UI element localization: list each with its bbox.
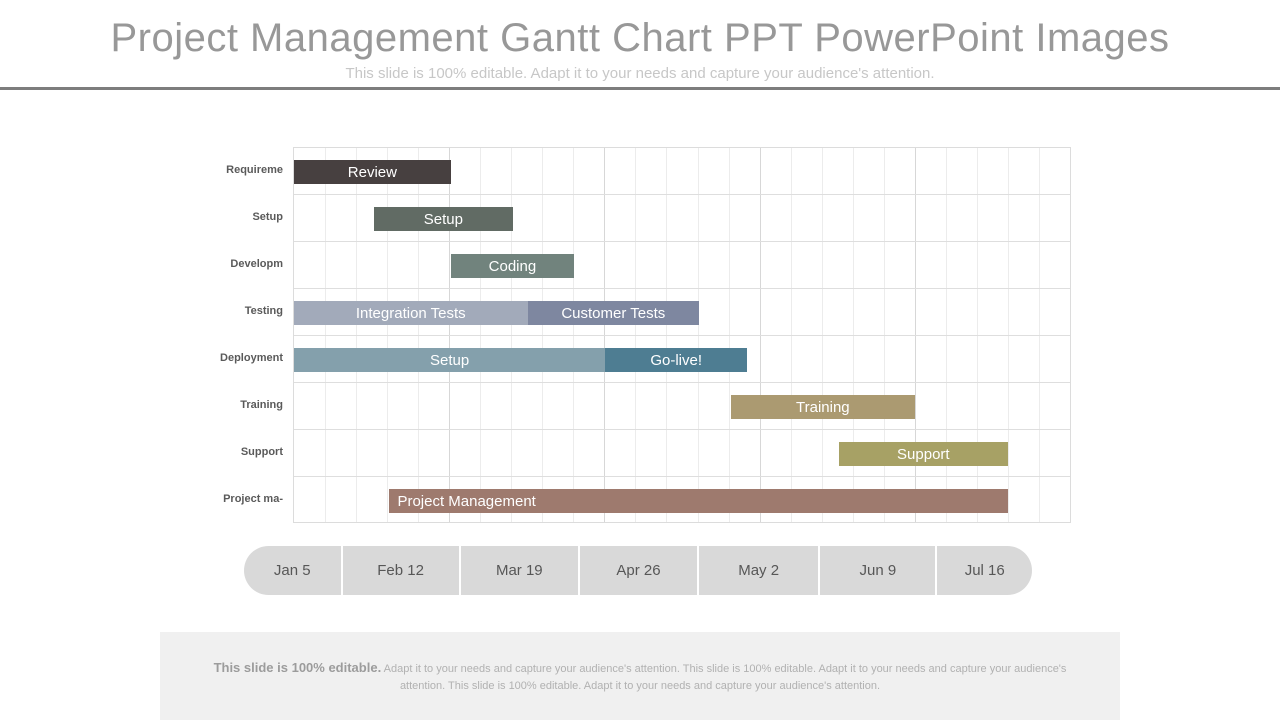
page-subtitle: This slide is 100% editable. Adapt it to… [345, 65, 935, 82]
gantt-row-label: Requireme [226, 164, 283, 176]
gantt-row-label: Training [240, 399, 283, 411]
footer-regular-text: Adapt it to your needs and capture your … [381, 663, 1067, 692]
timeline-label: Apr 26 [616, 562, 661, 579]
gridline-horizontal [294, 382, 1070, 383]
timeline-segment: Apr 26 [580, 546, 700, 595]
gantt-bar-label: Project Management [397, 492, 536, 510]
timeline-label: Jul 16 [964, 562, 1005, 579]
gantt-bar: Project Management [389, 489, 1008, 513]
gantt-bar: Support [838, 442, 1008, 466]
timeline-segment: Jul 16 [937, 546, 1032, 595]
gantt-row-label: Setup [252, 211, 283, 223]
gantt-bar-label: Customer Tests [561, 304, 666, 322]
gantt-bar-label: Setup [429, 351, 470, 369]
timeline-segment: Mar 19 [461, 546, 580, 595]
gantt-row-label: Deployment [220, 352, 283, 364]
footer-bold-text: This slide is 100% editable. [213, 660, 382, 675]
gantt-bar-label: Coding [488, 257, 537, 275]
gantt-bar: Coding [450, 254, 575, 278]
timeline-segment: Jan 5 [244, 546, 343, 595]
page-title: Project Management Gantt Chart PPT Power… [110, 16, 1170, 60]
gantt-row-label: Project ma- [223, 493, 283, 505]
gantt-bar: Setup [373, 207, 513, 231]
gantt-bar: Setup [294, 348, 606, 372]
gantt-bar-label: Review [347, 163, 397, 181]
timeline-segment: May 2 [699, 546, 821, 595]
gridline-horizontal [294, 288, 1070, 289]
gridline-horizontal [294, 241, 1070, 242]
gridline-horizontal [294, 429, 1070, 430]
gridline-horizontal [294, 335, 1070, 336]
timeline-label: Jun 9 [859, 562, 897, 579]
gantt-bar: Go-live! [605, 348, 748, 372]
timeline-label: May 2 [738, 562, 780, 579]
gantt-bar: Integration Tests [294, 301, 528, 325]
timeline-segment: Jun 9 [820, 546, 938, 595]
gantt-row-label: Support [240, 446, 283, 458]
gantt-bar-label: Integration Tests [355, 304, 466, 322]
gantt-bar: Review [294, 160, 451, 184]
timeline-label: Mar 19 [495, 562, 543, 579]
gantt-bar-label: Go-live! [650, 351, 703, 369]
gridline-horizontal [294, 194, 1070, 195]
timeline-label: Jan 5 [273, 562, 311, 579]
gantt-bar: Training [730, 395, 915, 419]
gantt-bar-label: Training [796, 398, 850, 416]
footer-panel: This slide is 100% editable. Adapt it to… [160, 632, 1120, 720]
gantt-bar: Customer Tests [527, 301, 700, 325]
gantt-plot-area: Review Setup Coding Integration Tests Custom… [293, 147, 1071, 523]
timeline-segment: Feb 12 [343, 546, 461, 595]
gantt-row-labels: Requireme Setup Developm Testing Deployment T… [60, 147, 283, 523]
gantt-bar-label: Support [897, 445, 950, 463]
footer-text: This slide is 100% editable. Adapt it to… [190, 659, 1090, 695]
gantt-row-label: Developm [230, 258, 283, 270]
header-divider [0, 87, 1280, 90]
gantt-bar-label: Setup [423, 210, 463, 228]
timeline-label: Feb 12 [377, 562, 424, 579]
gridline-horizontal [294, 476, 1070, 477]
timeline: Jan 5 Feb 12 Mar 19 Apr 26 May 2 Jun 9 Jul 16 [244, 546, 1032, 595]
gantt-row-label: Testing [244, 305, 283, 317]
